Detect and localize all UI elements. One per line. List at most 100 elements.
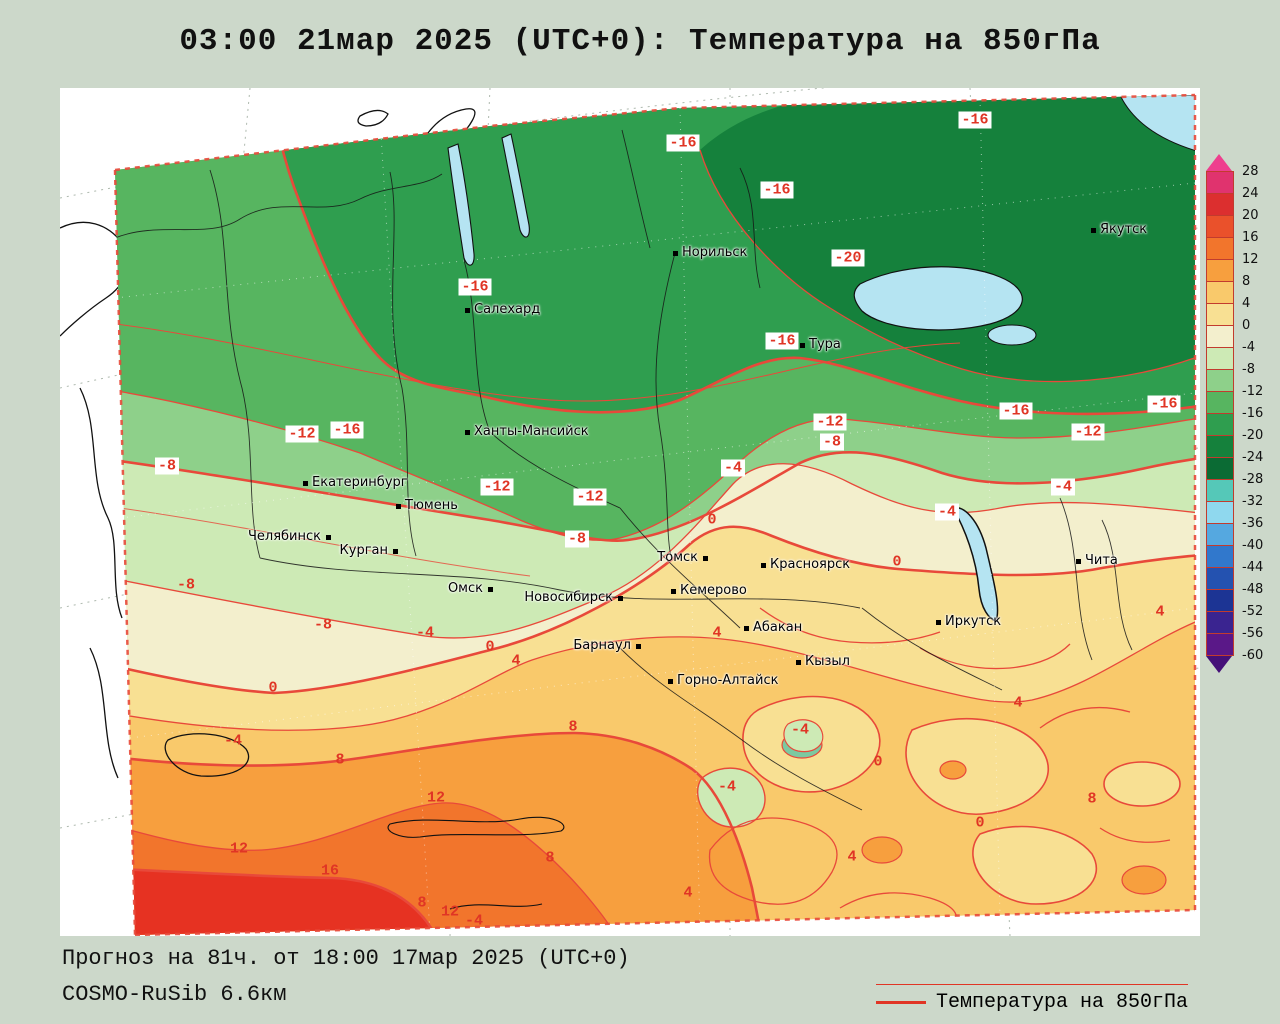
temperature-field: [115, 95, 1195, 935]
contour-label: -4: [1050, 478, 1076, 496]
colorbar-cell: [1207, 281, 1233, 303]
temperature-line-swatch: [876, 1001, 926, 1004]
contour-label: -4: [790, 721, 810, 739]
contour-label: 8: [1087, 790, 1097, 808]
contour-label: 4: [683, 884, 693, 902]
city-label: Томск: [657, 550, 698, 565]
city-label: Тура: [809, 337, 841, 352]
contour-label: 0: [873, 753, 883, 771]
contour-label: -4: [464, 912, 484, 930]
contour-label: 4: [847, 848, 857, 866]
contour-label: 4: [511, 652, 521, 670]
model-domain-boundary: [113, 93, 1197, 936]
colorbar-cell: [1207, 325, 1233, 347]
contour-label: 0: [485, 638, 495, 656]
colorbar-cell: [1207, 501, 1233, 523]
model-info: COSMO-RuSib 6.6км: [62, 982, 287, 1007]
colorbar-cell: [1207, 391, 1233, 413]
colorbar-value: 12: [1242, 252, 1259, 267]
contour-label: -4: [717, 778, 737, 796]
city-dot: [744, 626, 749, 631]
contour-label: -8: [154, 457, 180, 475]
contour-label: -4: [415, 624, 435, 642]
colorbar-value: 24: [1242, 186, 1259, 201]
forecast-info: Прогноз на 81ч. от 18:00 17мар 2025 (UTC…: [62, 946, 630, 971]
city-dot: [326, 535, 331, 540]
city-dot: [636, 644, 641, 649]
colorbar-value: -32: [1242, 494, 1264, 509]
colorbar-value: -44: [1242, 560, 1264, 575]
city-dot: [936, 620, 941, 625]
colorbar-value: 0: [1242, 318, 1251, 333]
colorbar-cell: [1207, 567, 1233, 589]
map-area: -16 -16 -16 -20 -16 -16 -12 -16 -8 -12 -16 -16 -12 -8…: [60, 88, 1200, 936]
city-label: Новосибирск: [524, 590, 613, 605]
contour-label: -12: [480, 478, 514, 496]
city-label: Ханты-Мансийск: [474, 424, 589, 439]
colorbar-value: -24: [1242, 450, 1264, 465]
contour-label: -16: [999, 402, 1033, 420]
colorbar-cell: [1207, 259, 1233, 281]
colorbar-value: -40: [1242, 538, 1264, 553]
contour-label: -8: [564, 530, 590, 548]
colorbar-cells: [1206, 171, 1234, 656]
contour-label: -12: [813, 413, 847, 431]
contour-label: 0: [892, 553, 902, 571]
contour-label: -8: [819, 433, 845, 451]
city-dot: [618, 596, 623, 601]
city-label: Горно-Алтайск: [677, 673, 779, 688]
city-label: Якутск: [1100, 222, 1148, 237]
city-dot: [671, 589, 676, 594]
city-dot: [303, 481, 308, 486]
contour-label: -16: [958, 111, 992, 129]
city-label: Норильск: [682, 245, 748, 260]
colorbar-cell: [1207, 215, 1233, 237]
contour-label: 0: [707, 511, 717, 529]
city-label: Кемерово: [680, 583, 747, 598]
contour-label: -16: [765, 332, 799, 350]
city-label: Красноярск: [770, 557, 851, 572]
colorbar-cell: [1207, 457, 1233, 479]
contour-label: 16: [320, 862, 340, 880]
colorbar-value: -56: [1242, 626, 1264, 641]
colorbar-value: -8: [1242, 362, 1255, 377]
colorbar-value: 8: [1242, 274, 1251, 289]
city-dot: [393, 549, 398, 554]
colorbar-value: -16: [1242, 406, 1264, 421]
colorbar-arrow-down-icon: [1206, 656, 1232, 673]
colorbar-cell: [1207, 369, 1233, 391]
city-label: Курган: [339, 543, 388, 558]
contour-label: 4: [712, 624, 722, 642]
city-label: Кызыл: [805, 654, 850, 669]
colorbar-value: 28: [1242, 164, 1259, 179]
contour-label: -12: [573, 488, 607, 506]
city-dot: [668, 679, 673, 684]
city-dot: [465, 430, 470, 435]
colorbar-cell: [1207, 237, 1233, 259]
isotherm-contours: [115, 95, 1195, 935]
colorbar-cell: [1207, 589, 1233, 611]
colorbar-cell: [1207, 545, 1233, 567]
contour-label: -8: [313, 616, 333, 634]
colorbar-value: 20: [1242, 208, 1259, 223]
legend-label: Температура на 850гПа: [936, 991, 1189, 1014]
contour-label: -16: [1147, 395, 1181, 413]
city-dot: [673, 251, 678, 256]
colorbar-cell: [1207, 435, 1233, 457]
city-label: Абакан: [753, 620, 803, 635]
contour-label: 12: [229, 840, 249, 858]
colorbar-cell: [1207, 479, 1233, 501]
contour-label: 8: [417, 894, 427, 912]
contour-label: -16: [330, 421, 364, 439]
contour-label: 8: [335, 751, 345, 769]
coastline-outside: [60, 108, 476, 779]
city-label: Челябинск: [247, 529, 321, 544]
city-label: Иркутск: [945, 614, 1002, 629]
colorbar-value: -52: [1242, 604, 1264, 619]
colorbar-cell: [1207, 347, 1233, 369]
colorbar-value: -36: [1242, 516, 1264, 531]
contour-label: -16: [760, 181, 794, 199]
city-dot: [796, 660, 801, 665]
colorbar-value: 16: [1242, 230, 1259, 245]
city-dot: [396, 504, 401, 509]
